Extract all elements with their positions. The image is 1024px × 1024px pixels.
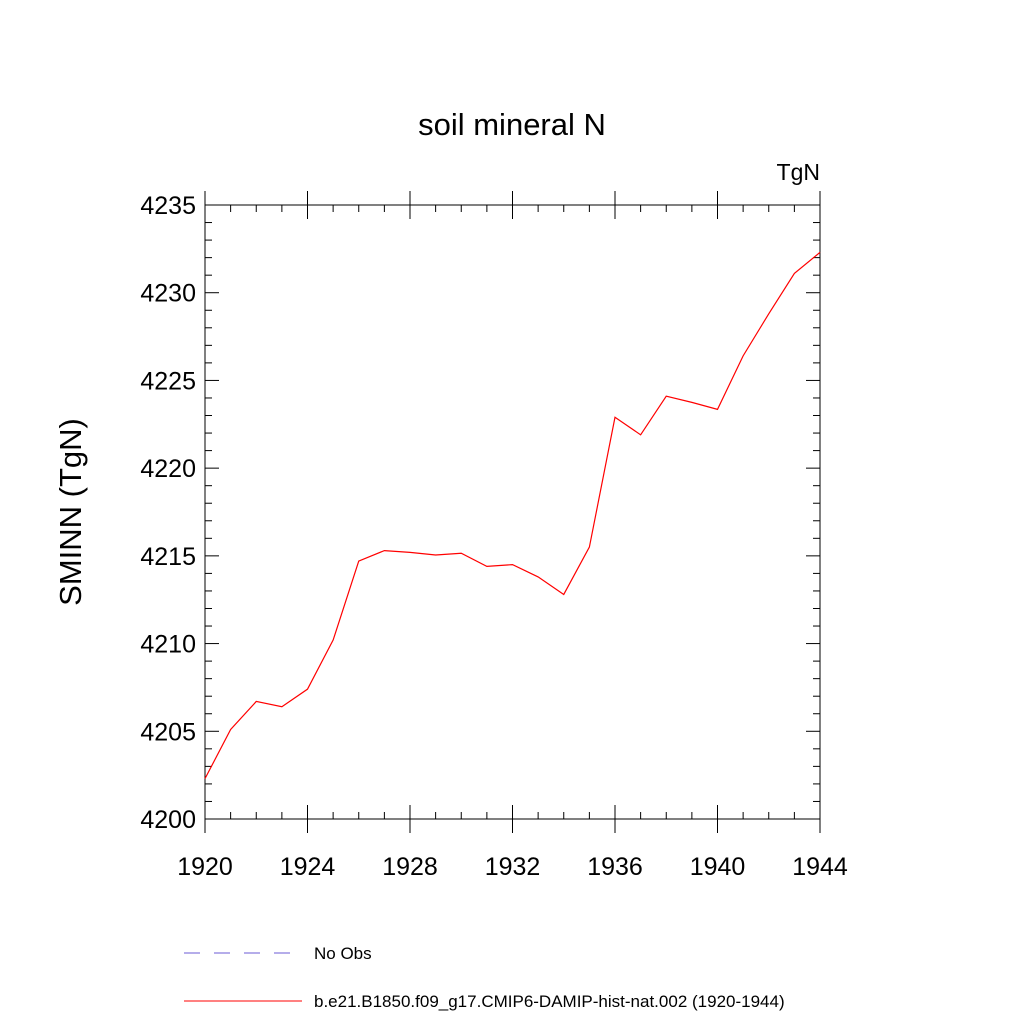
y-tick-label: 4235	[140, 192, 196, 220]
y-tick-label: 4225	[140, 367, 196, 395]
x-axis-ticks: 1920 1924 1928 1932 1936 1940 1944	[177, 191, 848, 881]
x-tick-label: 1944	[792, 853, 848, 881]
y-tick-label: 4215	[140, 543, 196, 571]
y-tick-label: 4200	[140, 806, 196, 834]
x-tick-label: 1924	[280, 853, 336, 881]
plot-frame	[204, 204, 821, 820]
legend-label-no-obs: No Obs	[314, 944, 372, 963]
y-tick-label: 4205	[140, 718, 196, 746]
plot-area-border	[204, 204, 821, 820]
x-tick-label: 1928	[382, 853, 438, 881]
legend: No Obs b.e21.B1850.f09_g17.CMIP6-DAMIP-h…	[184, 944, 785, 1011]
series-lines	[204, 251, 821, 779]
x-tick-label: 1932	[485, 853, 541, 881]
y-axis-ticks: 4200 4205 4210 4215 4220 4225 4230 4235	[140, 192, 820, 834]
y-tick-label: 4230	[140, 280, 196, 308]
units-label: TgN	[777, 159, 820, 185]
chart-title: soil mineral N	[418, 107, 606, 142]
y-tick-label: 4210	[140, 631, 196, 659]
series-line-model-run	[204, 251, 821, 779]
x-tick-label: 1936	[587, 853, 643, 881]
x-tick-label: 1940	[690, 853, 746, 881]
y-axis-label: SMINN (TgN)	[53, 418, 88, 606]
x-tick-label: 1920	[177, 853, 233, 881]
legend-label-model-run: b.e21.B1850.f09_g17.CMIP6-DAMIP-hist-nat…	[314, 992, 785, 1011]
y-tick-label: 4220	[140, 455, 196, 483]
